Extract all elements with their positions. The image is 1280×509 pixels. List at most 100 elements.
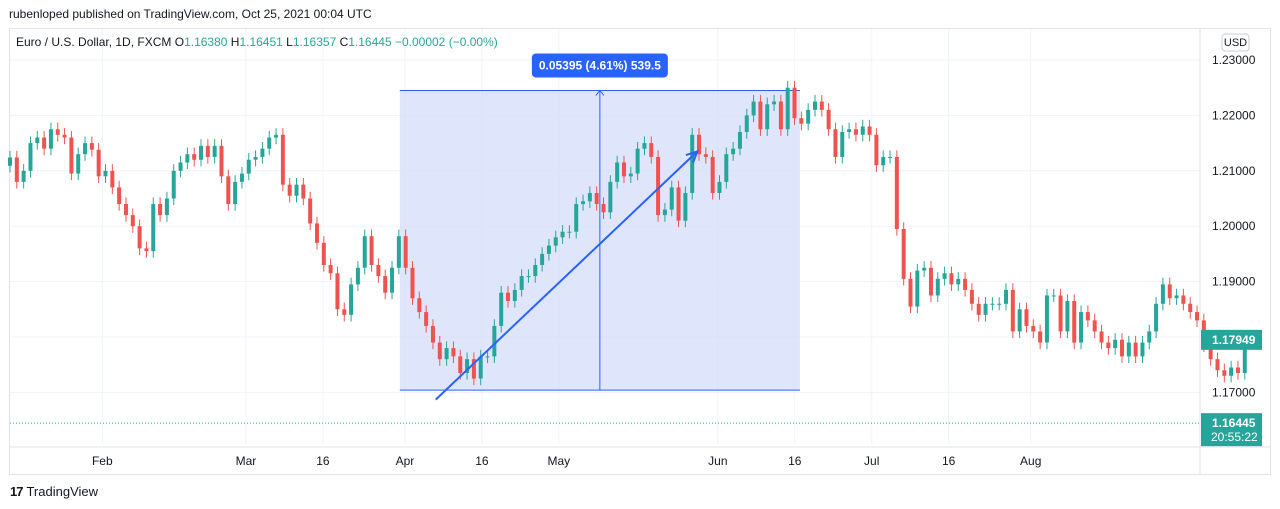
candle-body [1113,339,1118,349]
candle-body [874,134,879,166]
candle-body [1024,309,1029,326]
candle-body [792,87,797,119]
candle-body [581,201,586,205]
legend-part: 1.16451 [239,35,286,49]
candle-body [424,312,429,326]
candle-body [662,209,667,216]
candle-body [799,118,804,124]
candle-body [478,356,483,379]
candle-body [89,143,94,150]
candle-body [560,231,565,238]
candle-body [130,215,135,227]
candle-body [14,157,19,182]
candle-body [881,156,886,166]
candle-body [485,356,490,358]
candle-body [519,276,524,290]
candle-body [383,276,388,293]
y-tick-label: 1.22000 [1212,108,1256,122]
candle-body [737,132,742,149]
measure-arrow-head [595,89,605,96]
candle-body [430,325,435,343]
x-tick-label: Aug [1020,454,1041,468]
candle-body [96,149,101,177]
trend-arrow-line[interactable] [435,150,699,401]
x-tick-label: 16 [475,454,489,468]
candle-body [205,145,210,157]
candle-body [983,303,988,315]
candle-body [594,192,599,205]
candle-body [123,204,128,216]
candle-body [1079,312,1084,343]
measure-label-box [531,53,668,78]
candle-body [1051,295,1056,297]
candle-body [649,143,654,157]
candle-body [1065,300,1070,332]
legend-part: Euro / U.S. Dollar, 1D, FXCM [16,35,175,49]
candle-body [949,273,954,285]
candle-body [922,267,927,271]
candle-body [246,159,251,174]
candle-body [1188,303,1193,313]
candle-body [48,129,53,149]
candle-body [1099,331,1104,343]
candle-body [567,231,572,233]
candle-body [915,270,920,307]
currency-button[interactable] [1221,33,1250,52]
candle-body [574,204,579,232]
candle-body [458,356,463,374]
candle-body [226,176,231,205]
x-tick-label: Apr [396,454,415,468]
candle-body [76,154,81,174]
candle-body [1215,359,1220,371]
candle-body [621,162,626,177]
publish-info: rubenloped published on TradingView.com,… [9,7,372,21]
candle-body [1160,284,1165,304]
candle-body [724,154,729,182]
candle-body [403,236,408,268]
candle-body [1031,325,1036,332]
candle-body [942,273,947,279]
footer-brand: TradingView [26,484,99,499]
candle-body [499,292,504,326]
candle-body [444,348,449,360]
candle-body [615,162,620,182]
candle-body [1208,345,1213,360]
candle-body [628,173,633,177]
candle-body [642,143,647,149]
candle-body [28,143,33,171]
tradingview-logo-icon: 17 [10,484,24,499]
candle-body [969,289,974,304]
candle-body [888,156,893,158]
candle-body [1229,367,1234,376]
candle-body [1004,289,1009,304]
candle-body [260,148,265,157]
current-price-tag [1201,329,1262,350]
candle-body [1242,339,1247,374]
candle-body [697,134,702,155]
candle-body [533,264,538,277]
candle-body [164,198,169,216]
candle-body [751,101,756,116]
candle-body [853,129,858,135]
candle-body [410,267,415,299]
candle-body [212,145,217,157]
candle-body [314,223,319,243]
candle-body [840,132,845,157]
candle-body [35,137,40,144]
candle-body [778,101,783,130]
x-tick-label: 16 [942,454,956,468]
legend-part: 1.16357 [293,35,340,49]
candle-body [492,325,497,357]
candle-body [1106,342,1111,349]
candle-body [199,145,204,160]
candle-body [860,126,865,135]
candle-body [287,184,292,196]
candle-body [55,129,60,135]
candle-body [1058,295,1063,332]
candle-body [1044,295,1049,343]
candle-body [1154,303,1159,332]
x-tick-label: Jun [708,454,727,468]
candle-body [1235,367,1240,374]
candle-body [233,181,238,205]
